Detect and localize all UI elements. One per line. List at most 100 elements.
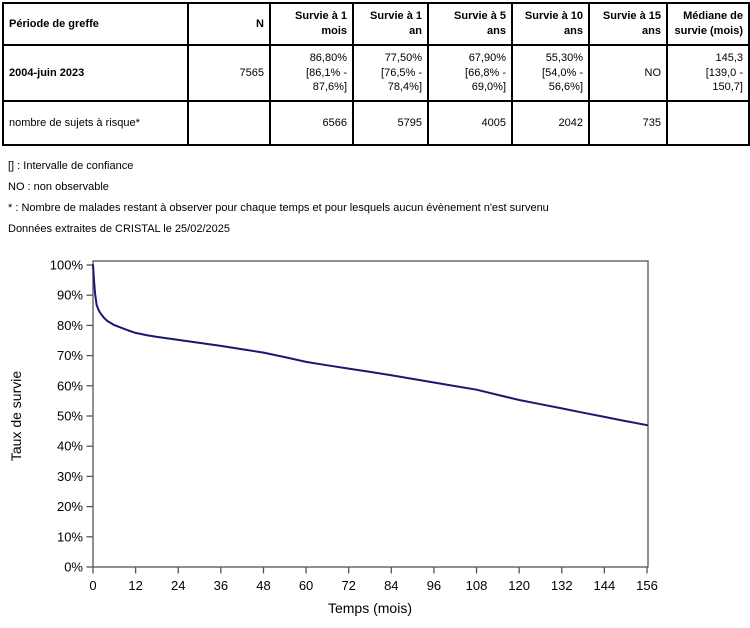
header-label-line: Médiane de (683, 10, 743, 23)
x-tick-label: 24 (171, 578, 185, 593)
y-tick-label: 70% (57, 348, 83, 363)
cell-survie-10-ans-value: 55,30% [54,0% - 56,6%] (511, 44, 590, 102)
y-tick-label: 40% (57, 439, 83, 454)
table-row-at-risk: nombre de sujets à risque* 6566 5795 400… (2, 100, 750, 146)
x-tick-label: 12 (128, 578, 142, 593)
x-tick-label: 48 (256, 578, 270, 593)
ci-high: 56,6%] (548, 81, 583, 94)
ci-low: [54,0% - (542, 66, 583, 79)
survival-table: Période de greffe N Survie à 1 mois Surv… (2, 2, 750, 146)
cell-at-risk-mediane (666, 100, 750, 146)
header-label-line: Survie à 5 (454, 10, 506, 23)
ci-high: 78,4%] (387, 81, 422, 94)
y-tick-label: 100% (50, 258, 84, 273)
cell-survie-5-ans-value: 67,90% [66,8% - 69,0%] (427, 44, 513, 102)
not-observable-value: NO (644, 66, 662, 79)
table-row-survival: 2004-juin 2023 7565 86,80% [86,1% - 87,6… (2, 44, 750, 102)
header-label: Survie à 1 an (370, 10, 422, 37)
y-axis-ticks: 0% 10% 20% 30% 40% 50% 60% 70% 80% 90% 100% (50, 258, 93, 575)
x-tick-label: 72 (341, 578, 355, 593)
cell-survie-15-ans-value: NO (588, 44, 668, 102)
header-cell-survie-1-an: Survie à 1 an (352, 2, 429, 46)
x-tick-label: 156 (636, 578, 658, 593)
at-risk-label: nombre de sujets à risque* (9, 116, 140, 129)
ci-low: [76,5% - (381, 66, 422, 79)
cell-at-risk-label: nombre de sujets à risque* (2, 100, 189, 146)
ci-high: 87,6%] (312, 81, 347, 94)
estimate: 145,3 (715, 51, 743, 64)
footnote-non-observable: NO : non observable (8, 181, 109, 193)
x-tick-label: 84 (384, 578, 398, 593)
cell-periode-value: 2004-juin 2023 (2, 44, 189, 102)
ci-low: [86,1% - (306, 66, 347, 79)
header-label-line: Survie à 10 (524, 10, 583, 23)
survival-curve-line (92, 264, 648, 427)
header-label-line: Survie à 15 (602, 10, 661, 23)
ci-low: [139,0 - (705, 66, 743, 79)
survival-chart: 0% 10% 20% 30% 40% 50% 60% 70% 80% 90% 100% 0 12 24 3… (0, 250, 750, 628)
header-cell-survie-5-ans: Survie à 5 ans (427, 2, 513, 46)
header-label: Période de greffe (9, 17, 99, 30)
footnote-confidence-interval: [] : Intervalle de confiance (8, 160, 134, 172)
y-tick-label: 60% (57, 378, 83, 393)
y-tick-label: 50% (57, 409, 83, 424)
n-value: 7565 (239, 66, 264, 79)
estimate: 55,30% (545, 51, 583, 64)
estimate: 67,90% (468, 51, 506, 64)
x-tick-label: 132 (551, 578, 573, 593)
header-label-line: survie (mois) (674, 25, 743, 37)
y-tick-label: 20% (57, 499, 83, 514)
header-label: N (256, 17, 264, 30)
x-tick-label: 36 (214, 578, 228, 593)
cell-at-risk-1-mois: 6566 (269, 100, 354, 146)
cell-survie-1-an-value: 77,50% [76,5% - 78,4%] (352, 44, 429, 102)
at-risk-value: 6566 (322, 116, 347, 129)
plot-border (92, 260, 649, 568)
x-tick-label: 108 (466, 578, 488, 593)
estimate: 77,50% (384, 51, 422, 64)
header-cell-n: N (187, 2, 271, 46)
header-cell-survie-1-mois: Survie à 1 mois (269, 2, 354, 46)
x-tick-label: 0 (89, 578, 96, 593)
cell-n-value: 7565 (187, 44, 271, 102)
cell-survie-1-mois-value: 86,80% [86,1% - 87,6%] (269, 44, 354, 102)
x-axis-ticks: 0 12 24 36 48 60 72 84 96 108 120 132 144 156 (89, 567, 658, 593)
x-tick-label: 96 (427, 578, 441, 593)
cell-mediane-value: 145,3 [139,0 - 150,7] (666, 44, 750, 102)
ci-high: 150,7] (712, 81, 743, 94)
x-axis-label: Temps (mois) (328, 600, 412, 616)
at-risk-value: 4005 (481, 116, 506, 129)
y-tick-label: 10% (57, 529, 83, 544)
cell-at-risk-5-ans: 4005 (427, 100, 513, 146)
y-tick-label: 0% (64, 560, 83, 575)
y-tick-label: 80% (57, 318, 83, 333)
survival-curve-plot: 0% 10% 20% 30% 40% 50% 60% 70% 80% 90% 100% 0 12 24 3… (8, 258, 658, 617)
header-label-line: ans (487, 25, 506, 37)
x-tick-label: 144 (594, 578, 616, 593)
footnotes: [] : Intervalle de confiance NO : non ob… (8, 156, 549, 240)
ci-low: [66,8% - (465, 66, 506, 79)
y-tick-label: 90% (57, 288, 83, 303)
header-cell-mediane: Médiane de survie (mois) (666, 2, 750, 46)
header-label-line: ans (642, 25, 661, 37)
cell-at-risk-15-ans: 735 (588, 100, 668, 146)
at-risk-value: 5795 (397, 116, 422, 129)
header-label-line: Survie à 1 (295, 10, 347, 23)
header-label-line: mois (321, 25, 347, 37)
header-cell-survie-10-ans: Survie à 10 ans (511, 2, 590, 46)
cell-at-risk-n (187, 100, 271, 146)
y-axis-label: Taux de survie (8, 371, 24, 461)
header-cell-periode: Période de greffe (2, 2, 189, 46)
x-tick-label: 60 (299, 578, 313, 593)
header-cell-survie-15-ans: Survie à 15 ans (588, 2, 668, 46)
estimate: 86,80% (309, 51, 347, 64)
footnote-data-source: Données extraites de CRISTAL le 25/02/20… (8, 223, 230, 235)
table-header-row: Période de greffe N Survie à 1 mois Surv… (2, 2, 750, 46)
cell-at-risk-1-an: 5795 (352, 100, 429, 146)
periode-label: 2004-juin 2023 (9, 66, 85, 79)
footnote-at-risk-definition: * : Nombre de malades restant à observer… (8, 202, 549, 214)
header-label-line: ans (564, 25, 583, 37)
at-risk-value: 2042 (558, 116, 583, 129)
at-risk-value: 735 (642, 116, 661, 129)
